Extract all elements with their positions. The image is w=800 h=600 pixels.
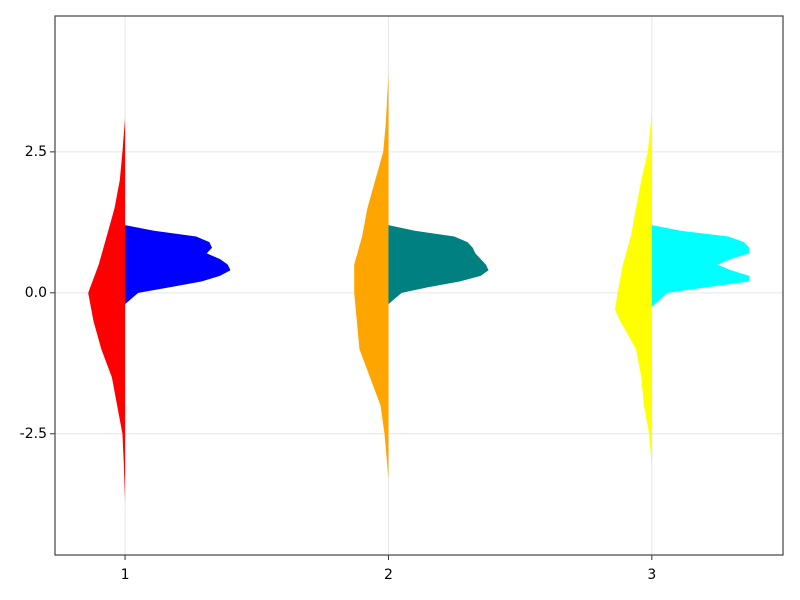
- violin-half: [125, 225, 231, 305]
- violin-half: [651, 225, 750, 307]
- violin-half: [614, 112, 652, 468]
- plot-frame: [54, 15, 784, 556]
- violin-half: [88, 118, 126, 502]
- y-tick-label: -2.5: [20, 426, 47, 442]
- x-tick-label: 2: [384, 567, 393, 583]
- violin-half: [388, 225, 489, 305]
- x-tick-label: 3: [647, 567, 656, 583]
- y-tick-label: 2.5: [25, 144, 47, 160]
- violin-half: [354, 72, 389, 479]
- y-tick-label: 0.0: [25, 285, 47, 301]
- x-tick-label: 1: [121, 567, 130, 583]
